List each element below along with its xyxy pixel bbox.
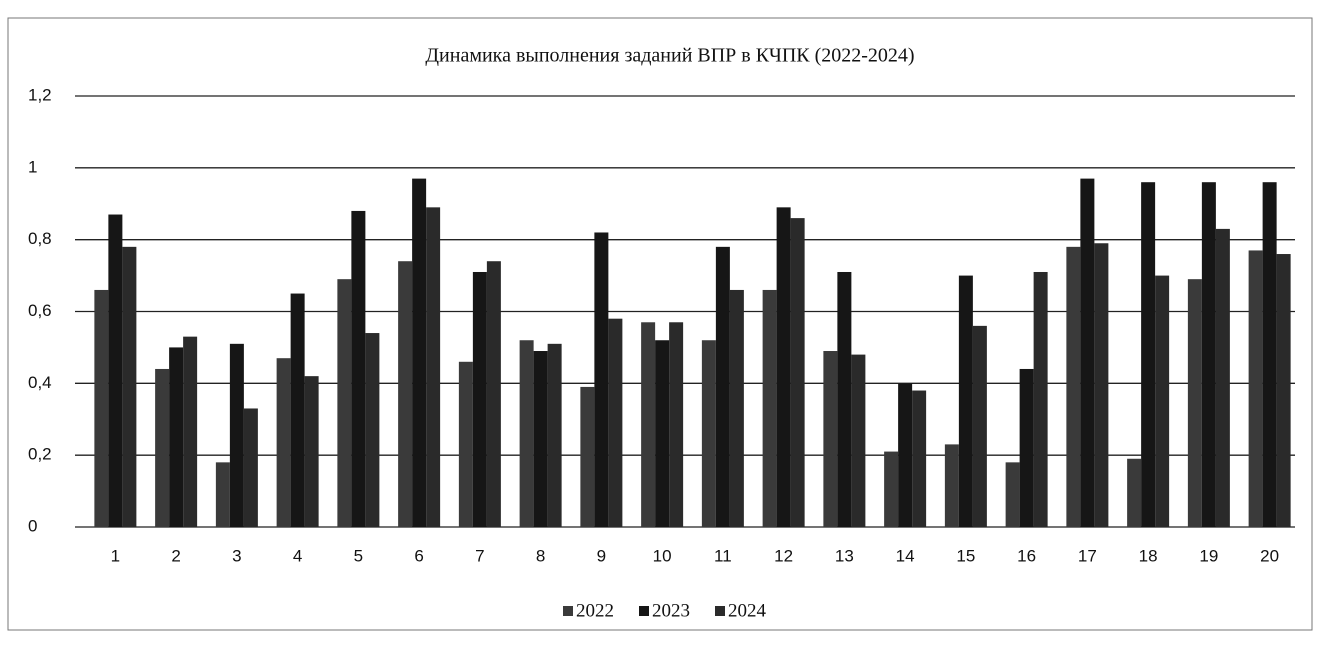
- x-tick-label: 8: [536, 546, 545, 565]
- bar: [398, 261, 413, 527]
- bar: [837, 271, 852, 527]
- bar: [1066, 246, 1081, 527]
- bar: [884, 451, 899, 527]
- bar: [426, 207, 441, 527]
- x-tick-label: 12: [774, 546, 793, 565]
- legend-label: 2022: [576, 600, 614, 621]
- bar: [823, 351, 838, 527]
- bar: [972, 325, 987, 527]
- bar: [1215, 228, 1230, 527]
- bar: [1033, 271, 1048, 527]
- bar: [594, 232, 609, 527]
- bar: [776, 207, 791, 527]
- x-tick-label: 17: [1078, 546, 1097, 565]
- bar: [412, 178, 427, 527]
- bar: [790, 218, 805, 527]
- bar: [108, 214, 123, 527]
- bar: [351, 210, 366, 527]
- x-tick-label: 2: [171, 546, 180, 565]
- x-tick-label: 7: [475, 546, 484, 565]
- bar: [122, 246, 137, 527]
- bar: [1201, 182, 1216, 527]
- bar: [1094, 243, 1109, 527]
- bar: [580, 386, 595, 527]
- y-tick-label: 0,4: [28, 373, 52, 392]
- bar: [762, 289, 777, 527]
- bar: [290, 293, 305, 527]
- legend-swatch: [715, 606, 725, 616]
- x-tick-label: 15: [956, 546, 975, 565]
- y-tick-label: 0,8: [28, 229, 52, 248]
- bar: [608, 318, 623, 527]
- bar: [701, 340, 716, 527]
- bar: [337, 279, 352, 527]
- legend-label: 2024: [728, 600, 767, 621]
- bar: [169, 347, 184, 527]
- y-tick-label: 0,6: [28, 301, 52, 320]
- legend-label: 2023: [652, 600, 690, 621]
- x-tick-label: 19: [1199, 546, 1218, 565]
- bar: [1127, 458, 1142, 527]
- bar: [729, 289, 744, 527]
- bar: [215, 462, 230, 527]
- legend-swatch: [563, 606, 573, 616]
- bar: [365, 333, 380, 527]
- bar: [1080, 178, 1095, 527]
- x-tick-label: 14: [896, 546, 915, 565]
- bar: [519, 340, 534, 527]
- bar: [458, 361, 473, 527]
- bar: [1019, 368, 1034, 527]
- bar: [1141, 182, 1156, 527]
- bar: [958, 275, 973, 527]
- bar: [304, 376, 319, 527]
- legend-swatch: [639, 606, 649, 616]
- bar: [94, 289, 109, 527]
- bar: [1005, 462, 1020, 527]
- bar: [655, 340, 670, 527]
- x-tick-label: 18: [1139, 546, 1158, 565]
- bar: [715, 246, 730, 527]
- bar: [155, 368, 170, 527]
- bar: [669, 322, 684, 527]
- y-tick-label: 0: [28, 516, 37, 535]
- bar: [912, 390, 927, 527]
- bar: [641, 322, 656, 527]
- x-tick-label: 4: [293, 546, 302, 565]
- bar: [183, 336, 198, 527]
- bar: [533, 351, 548, 527]
- bar: [472, 271, 487, 527]
- x-tick-label: 20: [1260, 546, 1279, 565]
- x-tick-label: 6: [414, 546, 423, 565]
- bar: [243, 408, 258, 527]
- x-tick-label: 13: [835, 546, 854, 565]
- bar: [1262, 182, 1277, 527]
- bar: [1155, 275, 1170, 527]
- x-tick-label: 5: [354, 546, 363, 565]
- bar: [547, 343, 562, 527]
- chart-title: Динамика выполнения заданий ВПР в КЧПК (…: [425, 45, 914, 67]
- bar: [276, 358, 291, 527]
- y-tick-label: 1,2: [28, 85, 52, 104]
- x-tick-label: 10: [653, 546, 672, 565]
- x-tick-label: 9: [597, 546, 606, 565]
- bar: [851, 354, 866, 527]
- bar: [944, 444, 959, 527]
- bar: [898, 383, 913, 527]
- bar: [229, 343, 244, 527]
- bar: [1187, 279, 1202, 527]
- x-tick-label: 1: [111, 546, 120, 565]
- x-tick-label: 11: [714, 546, 732, 565]
- bar: [1276, 254, 1291, 528]
- y-tick-label: 0,2: [28, 445, 52, 464]
- bar: [486, 261, 501, 527]
- x-tick-label: 3: [232, 546, 241, 565]
- y-tick-label: 1: [28, 157, 37, 176]
- x-tick-label: 16: [1017, 546, 1036, 565]
- chart-frame: [7, 17, 1313, 631]
- bar: [1248, 250, 1263, 528]
